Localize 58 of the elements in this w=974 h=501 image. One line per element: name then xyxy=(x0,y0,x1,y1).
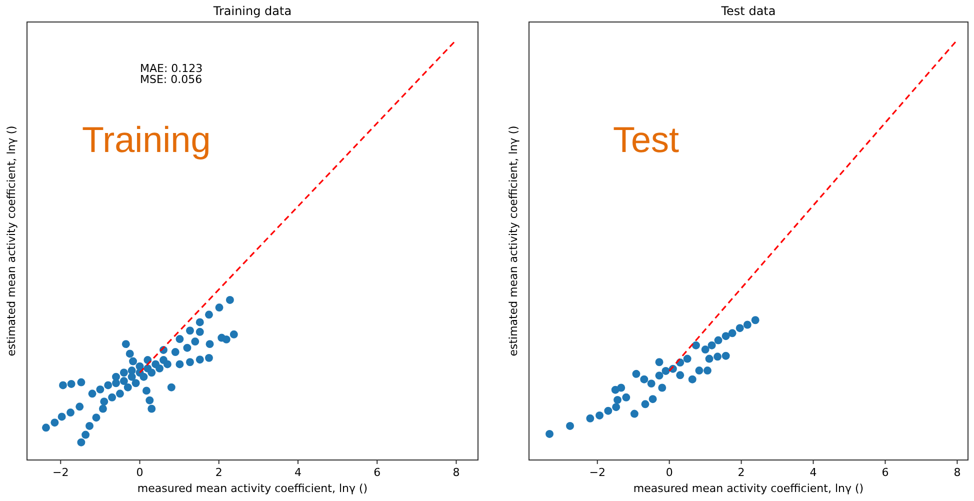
point xyxy=(612,403,620,412)
annotation: MAE: 0.123 xyxy=(140,62,203,75)
x-tick-label: 0 xyxy=(136,466,144,479)
point xyxy=(708,341,716,350)
x-tick-label: 4 xyxy=(294,466,302,479)
x-axis-title: measured mean activity coefficient, lnγ () xyxy=(137,482,368,495)
point xyxy=(596,411,604,420)
point xyxy=(632,370,640,378)
point xyxy=(714,336,722,344)
point xyxy=(648,395,657,404)
point xyxy=(714,352,722,361)
x-tick-label: 2 xyxy=(738,466,745,479)
x-axis-title: measured mean activity coefficient, lnγ () xyxy=(633,482,864,495)
point xyxy=(705,354,714,363)
point xyxy=(751,316,760,324)
x-tick-label: 6 xyxy=(374,466,381,479)
x-tick-label: −2 xyxy=(589,466,606,479)
chart-title: Training data xyxy=(212,4,292,18)
point xyxy=(641,400,650,408)
point xyxy=(630,410,638,418)
point xyxy=(622,393,630,402)
point xyxy=(655,372,664,380)
point xyxy=(703,366,712,375)
point xyxy=(614,396,622,404)
point xyxy=(701,346,710,354)
point xyxy=(743,320,752,329)
x-tick-label: 8 xyxy=(452,466,460,479)
x-tick-label: 0 xyxy=(666,466,673,479)
point xyxy=(692,341,700,350)
point xyxy=(662,366,670,375)
point xyxy=(676,371,684,380)
point xyxy=(658,384,666,392)
y-axis-title: estimated mean activity coefficient, lnγ () xyxy=(5,126,18,356)
chart-title: Test data xyxy=(720,4,776,18)
point xyxy=(640,375,648,384)
point xyxy=(683,354,692,363)
x-tick-label: 8 xyxy=(954,466,961,479)
point xyxy=(546,430,554,438)
point xyxy=(695,366,704,375)
x-tick-label: 2 xyxy=(215,466,222,479)
annotation: Test xyxy=(613,119,680,160)
point xyxy=(688,375,696,384)
point xyxy=(647,380,656,388)
x-tick-label: 4 xyxy=(810,466,817,479)
point xyxy=(566,422,574,430)
point xyxy=(728,329,736,338)
point xyxy=(655,358,664,366)
point xyxy=(586,414,594,422)
x-tick-label: 6 xyxy=(882,466,889,479)
point xyxy=(604,406,612,415)
point xyxy=(722,352,730,360)
y-axis-title: estimated mean activity coefficient, lnγ () xyxy=(507,126,520,356)
annotation: MSE: 0.056 xyxy=(140,73,202,86)
x-tick-label: −2 xyxy=(52,466,69,479)
point xyxy=(722,332,730,340)
point xyxy=(736,324,744,332)
point xyxy=(617,384,626,392)
annotation: Training xyxy=(82,119,211,160)
